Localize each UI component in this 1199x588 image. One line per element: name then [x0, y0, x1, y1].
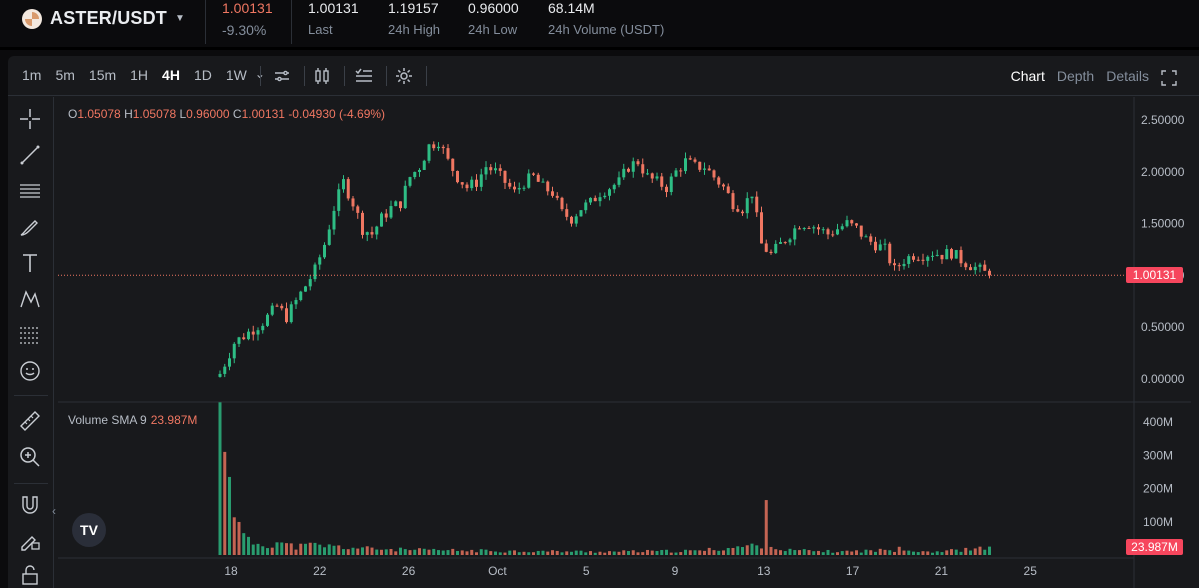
- last-price-tag: 1.00131: [1126, 267, 1183, 284]
- interval-1w[interactable]: 1W: [225, 67, 247, 83]
- ohlc-legend: O1.05078 H1.05078 L0.96000 C1.00131 -0.0…: [68, 107, 385, 121]
- ohlc-high-label: H: [124, 107, 133, 121]
- pattern-icon[interactable]: [18, 287, 42, 311]
- stat-label: 24h Low: [468, 22, 518, 37]
- indicators-icon[interactable]: [354, 66, 374, 86]
- interval-5m[interactable]: 5m: [55, 67, 75, 83]
- horizontal-lines-icon[interactable]: [18, 179, 42, 203]
- stat-value: 1.19157: [388, 0, 439, 16]
- chevron-down-icon[interactable]: ⌄: [255, 67, 265, 83]
- ohlc-low-label: L: [179, 107, 187, 121]
- view-switcher: Chart Depth Details: [1011, 68, 1177, 86]
- fullscreen-icon[interactable]: [1161, 70, 1177, 86]
- tradingview-logo[interactable]: TV: [72, 513, 106, 547]
- stat-24h-volume: 68.14M 24h Volume (USDT): [548, 0, 664, 37]
- toolbar-divider: [304, 66, 305, 86]
- gear-icon[interactable]: [394, 66, 414, 86]
- toolbar-divider: [426, 66, 427, 86]
- zoom-in-icon[interactable]: [18, 445, 42, 469]
- divider: [291, 0, 292, 44]
- chart-panel: 1m 5m 15m 1H 4H 1D 1W ⌄: [8, 56, 1199, 588]
- candle-type-icon[interactable]: [312, 66, 332, 86]
- volume-legend: Volume SMA 9 23.987M: [68, 413, 197, 427]
- lock-drawing-icon[interactable]: [18, 527, 42, 551]
- divider: [205, 0, 206, 44]
- interval-1h[interactable]: 1H: [130, 67, 149, 83]
- volume-value-tag: 23.987M: [1126, 539, 1183, 555]
- ohlc-change: -0.04930 (-4.69%): [288, 107, 386, 121]
- stat-label: 24h High: [388, 22, 441, 37]
- interval-4h[interactable]: 4H: [162, 67, 180, 83]
- ohlc-open-label: O: [68, 107, 78, 121]
- toolbar-divider: [260, 66, 261, 86]
- interval-selector: 1m 5m 15m 1H 4H 1D 1W ⌄: [22, 67, 279, 83]
- stat-24h-low: 0.96000 24h Low: [468, 0, 519, 37]
- interval-1m[interactable]: 1m: [22, 67, 42, 83]
- text-icon[interactable]: [18, 251, 42, 275]
- crosshair-icon[interactable]: [18, 107, 42, 131]
- indicator-settings-icon[interactable]: [272, 66, 292, 86]
- aster-logo-icon: [22, 8, 42, 29]
- ohlc-low: 0.96000: [186, 107, 230, 121]
- divider: [14, 395, 48, 396]
- divider: [14, 483, 48, 484]
- stat-label: Last: [308, 22, 333, 37]
- lock-icon[interactable]: [18, 563, 42, 587]
- ohlc-close: 1.00131: [241, 107, 285, 121]
- ruler-icon[interactable]: [18, 409, 42, 433]
- trend-line-icon[interactable]: [18, 143, 42, 167]
- brush-icon[interactable]: [18, 215, 42, 239]
- ticker-bar: ASTER/USDT ▼ 1.00131 -9.30% 1.00131 Last…: [0, 0, 1199, 50]
- fibonacci-icon[interactable]: [18, 323, 42, 347]
- change-price: 1.00131: [222, 0, 273, 16]
- stat-label: 24h Volume (USDT): [548, 22, 665, 37]
- pair-selector[interactable]: ASTER/USDT ▼: [22, 8, 185, 29]
- drawing-toolbar: [8, 97, 54, 588]
- pair-name: ASTER/USDT: [50, 8, 168, 28]
- stat-last: 1.00131 Last: [308, 0, 359, 37]
- chevron-down-icon: ▼: [175, 13, 185, 24]
- stat-value: 1.00131: [308, 0, 359, 16]
- magnet-icon[interactable]: [18, 493, 42, 517]
- volume-value: 23.987M: [150, 413, 198, 427]
- tab-depth[interactable]: Depth: [1056, 68, 1095, 84]
- interval-15m[interactable]: 15m: [88, 67, 117, 83]
- ohlc-open: 1.05078: [77, 107, 121, 121]
- ohlc-high: 1.05078: [132, 107, 177, 121]
- ohlc-close-label: C: [232, 107, 242, 121]
- interval-1d[interactable]: 1D: [193, 67, 212, 83]
- tab-details[interactable]: Details: [1106, 68, 1149, 84]
- stat-value: 0.96000: [468, 0, 519, 16]
- stat-24h-high: 1.19157 24h High: [388, 0, 440, 37]
- stat-value: 68.14M: [548, 0, 595, 16]
- tab-chart[interactable]: Chart: [1010, 68, 1045, 84]
- chart-toolbar: 1m 5m 15m 1H 4H 1D 1W ⌄: [8, 56, 1199, 96]
- toolbar-divider: [344, 66, 345, 86]
- collapse-toolbar-icon[interactable]: ‹: [52, 504, 56, 518]
- price-change: 1.00131 -9.30%: [222, 0, 273, 38]
- volume-label: Volume SMA 9: [68, 413, 147, 427]
- toolbar-divider: [386, 66, 387, 86]
- change-pct: -9.30%: [222, 22, 267, 38]
- emoji-icon[interactable]: [18, 359, 42, 383]
